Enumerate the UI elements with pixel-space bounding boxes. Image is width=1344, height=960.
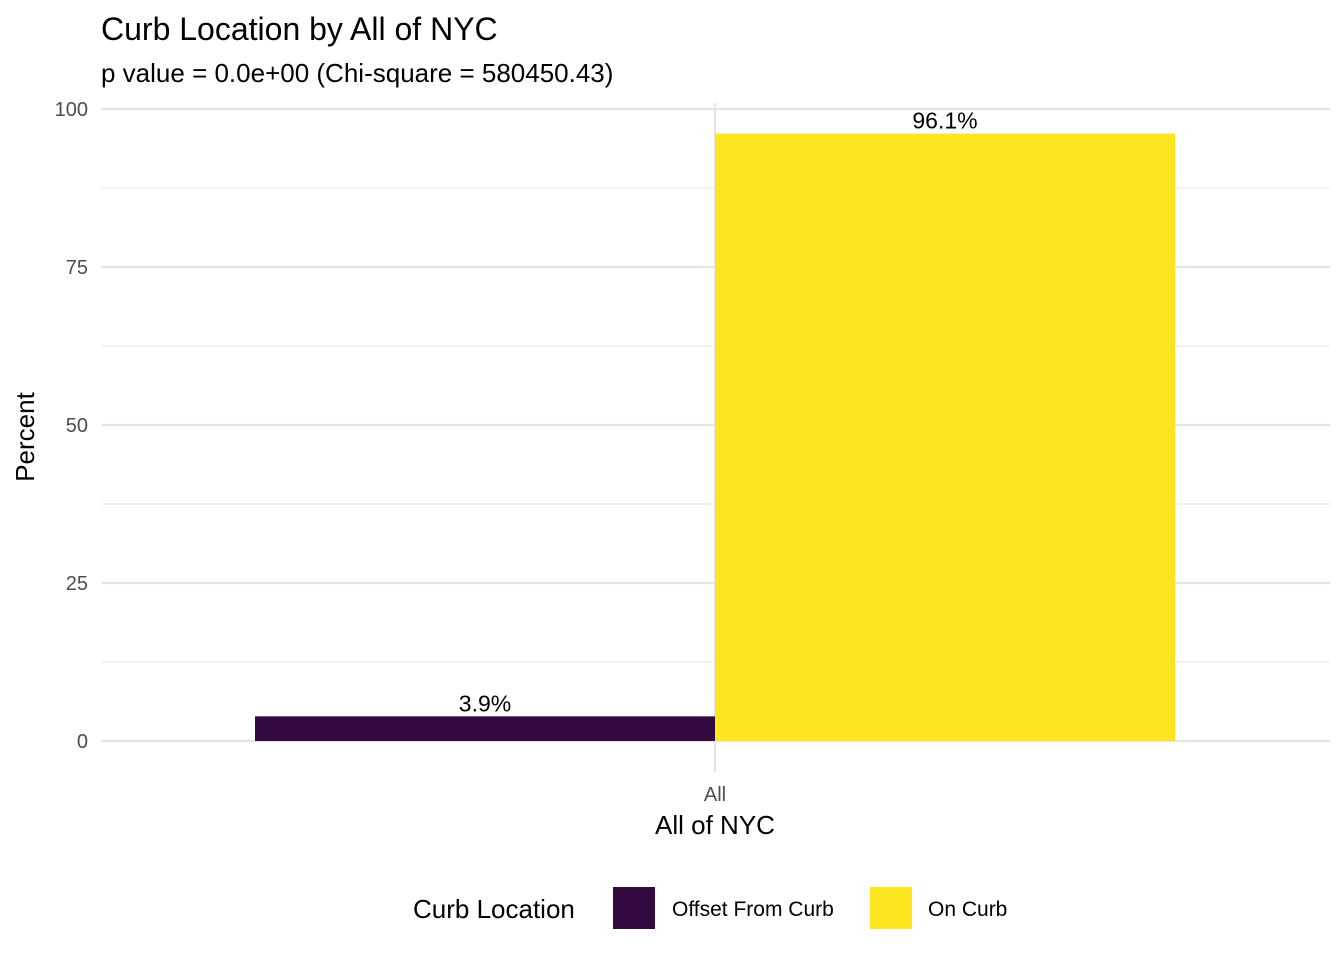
data-labels: 3.9% 96.1% xyxy=(459,108,978,717)
y-tick-label: 75 xyxy=(66,257,88,279)
y-axis-title: Percent xyxy=(10,391,40,481)
legend-key-offset-from-curb xyxy=(613,887,655,929)
x-tick-label: All xyxy=(704,784,726,806)
bars xyxy=(255,133,1175,741)
chart-subtitle: p value = 0.0e+00 (Chi-square = 580450.4… xyxy=(101,58,613,88)
data-label: 96.1% xyxy=(912,108,977,134)
y-axis-ticks: 0 25 50 75 100 xyxy=(55,99,88,753)
legend-key-on-curb xyxy=(870,887,912,929)
data-label: 3.9% xyxy=(459,690,511,716)
x-axis-title: All of NYC xyxy=(655,810,775,840)
x-axis-ticks: All xyxy=(704,784,726,806)
y-tick-label: 50 xyxy=(66,415,88,437)
legend-label-offset-from-curb: Offset From Curb xyxy=(672,898,834,921)
bar-on-curb xyxy=(715,133,1175,741)
bar-offset-from-curb xyxy=(255,716,715,741)
y-tick-label: 100 xyxy=(55,99,88,121)
legend-title: Curb Location xyxy=(413,894,575,924)
legend-label-on-curb: On Curb xyxy=(928,898,1007,921)
y-tick-label: 0 xyxy=(77,731,88,753)
chart-title: Curb Location by All of NYC xyxy=(101,11,498,47)
legend: Curb Location Offset From Curb On Curb xyxy=(413,887,1007,929)
y-tick-label: 25 xyxy=(66,573,88,595)
